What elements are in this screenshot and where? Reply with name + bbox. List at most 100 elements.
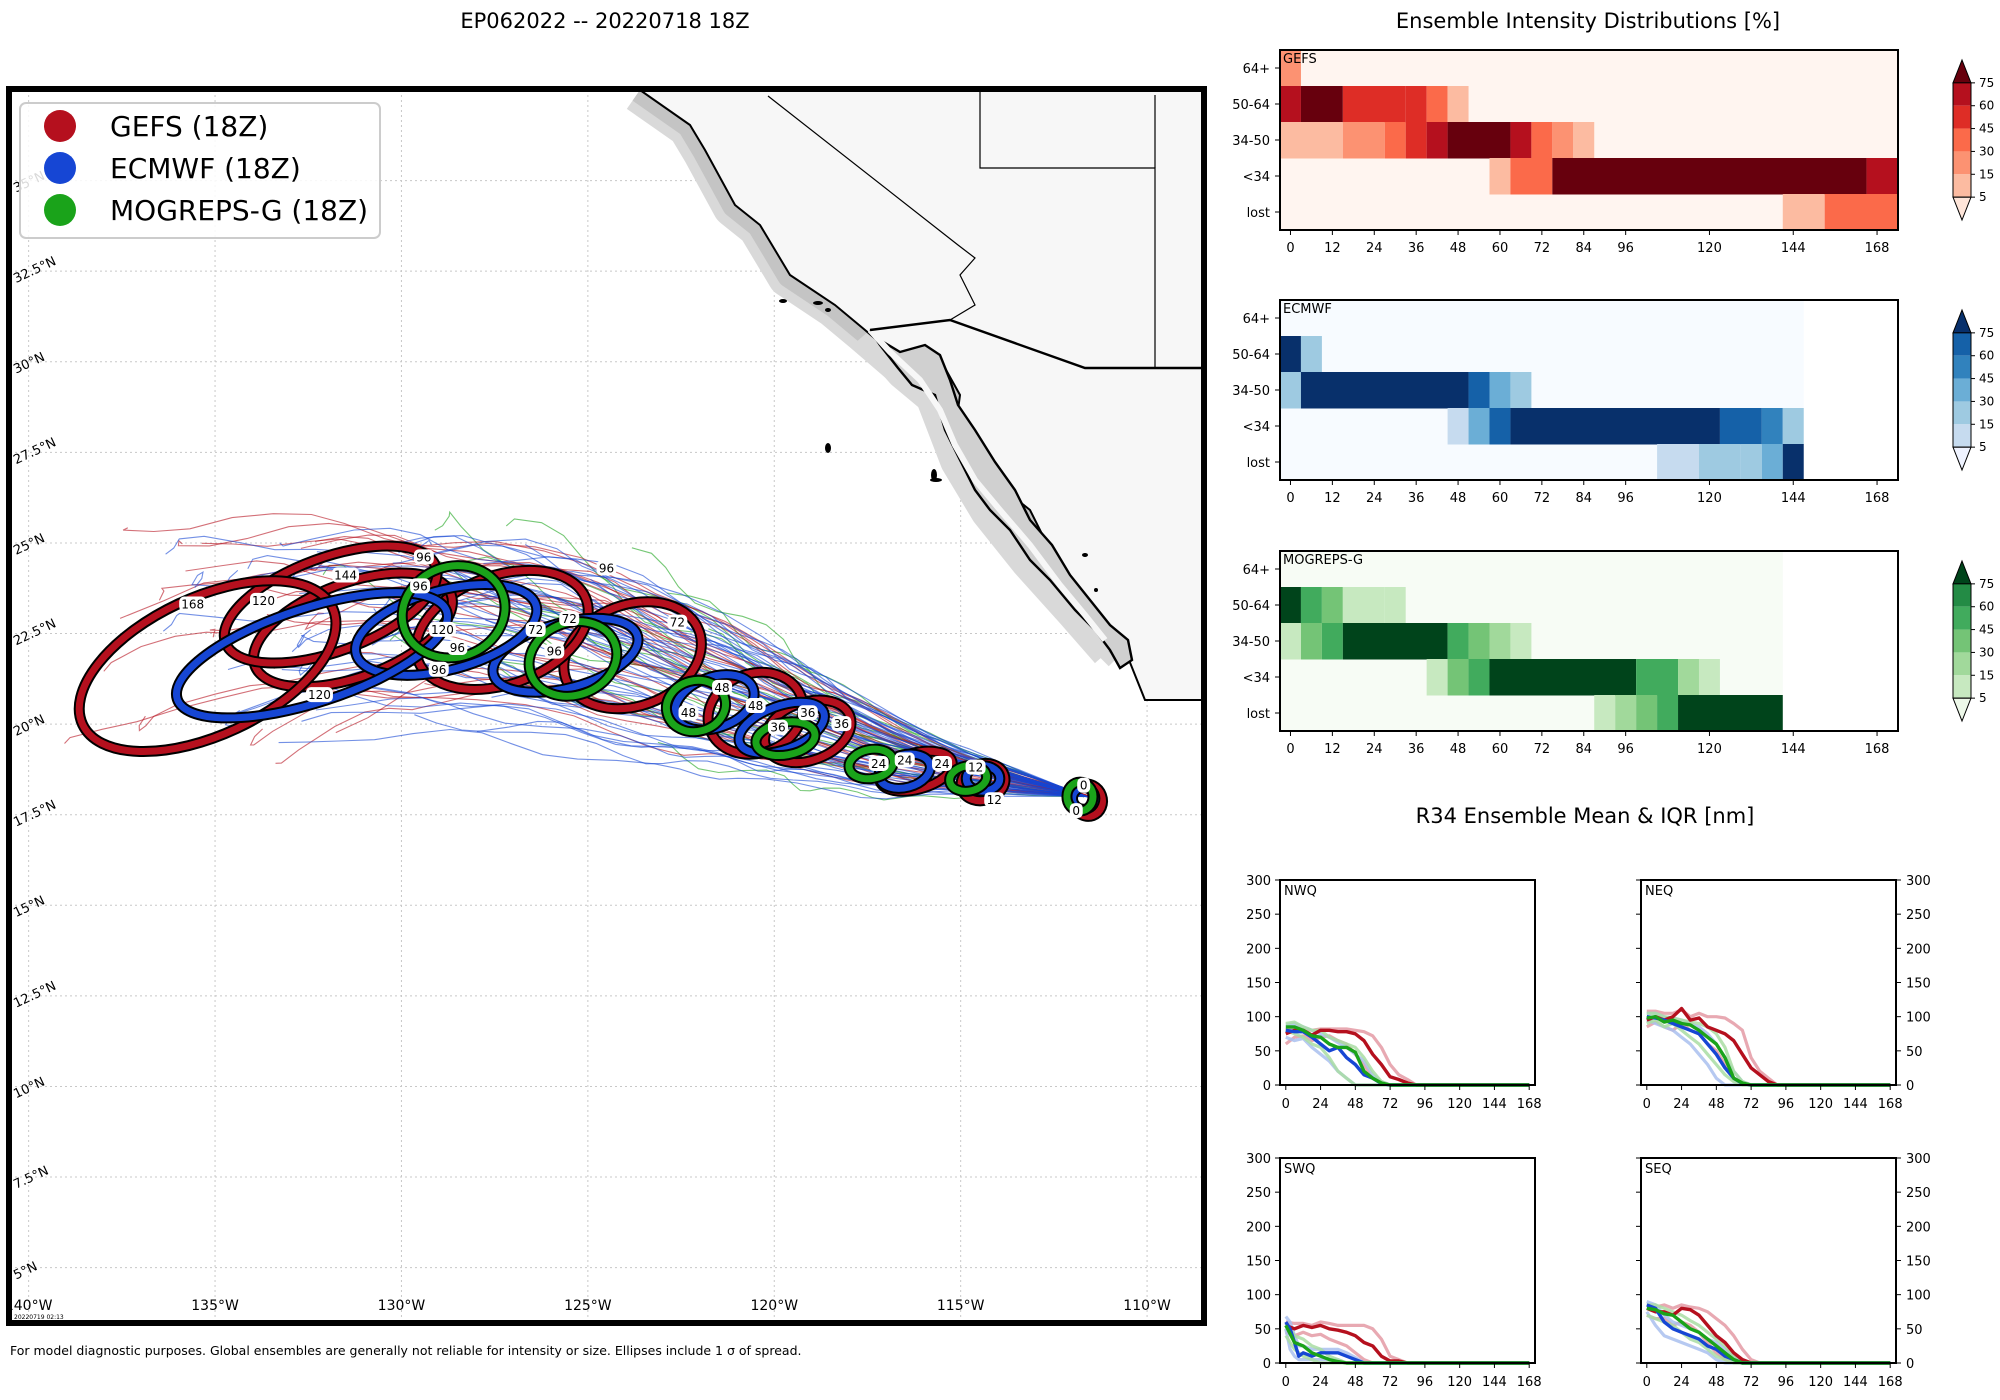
colorbar-segment (1953, 675, 1971, 699)
heatmap-cell (1719, 408, 1762, 445)
footnote: For model diagnostic purposes. Global en… (10, 1343, 801, 1358)
heatmap-row-label: 64+ (1243, 312, 1270, 327)
colorbar-label: 5 (1979, 440, 1987, 454)
heatmap-cell (1384, 122, 1406, 159)
heatmap-cell (1342, 122, 1385, 159)
heatmap-cell (1405, 122, 1427, 159)
colorbar-label: 60 (1979, 349, 1994, 363)
heatmap-cell (1552, 158, 1867, 195)
map-title: EP062022 -- 20220718 18Z (460, 9, 749, 33)
member-track (316, 535, 1088, 798)
state-border-nv-az (979, 90, 1156, 368)
r34-x-label: 144 (1843, 1097, 1868, 1112)
r34-x-label: 24 (1312, 1375, 1329, 1390)
map-frame (6, 86, 1207, 1326)
heatmap-x-label: 48 (1450, 241, 1467, 256)
heatmap-cell (1782, 194, 1825, 231)
heatmap-cell (1678, 659, 1699, 696)
hour-label: 48 (681, 706, 696, 720)
heatmap-row-label: 64+ (1243, 62, 1270, 77)
r34-panel-label: SEQ (1645, 1162, 1672, 1177)
ensemble-ellipses (73, 540, 1109, 822)
heatmap-x-label: 72 (1534, 742, 1551, 757)
hour-label: 96 (431, 663, 446, 677)
legend-marker-gefs (44, 110, 76, 142)
heatmap-row-label: lost (1247, 456, 1270, 471)
r34-x-label: 120 (1447, 1097, 1472, 1112)
hour-label: 0 (1072, 804, 1080, 818)
heatmap-panel-label: GEFS (1283, 52, 1317, 67)
ellipse-gefs (75, 577, 340, 756)
ellipse-labels: 00 12 12 24 24 24 36 36 36 48 48 48 72 72 72 96 96 96 96 96… (179, 549, 1091, 819)
r34-y-label: 100 (1906, 1011, 1931, 1026)
r34-x-label: 96 (1778, 1097, 1795, 1112)
baja-inner (867, 327, 1108, 642)
heatmap-cell (1280, 50, 1301, 87)
heatmap-cell (1280, 587, 1301, 624)
member-track (590, 578, 1088, 798)
r34-y-label: 100 (1906, 1289, 1931, 1304)
r34-x-label: 72 (1382, 1097, 1399, 1112)
colorbar-label: 60 (1979, 99, 1994, 113)
colorbar-cap (1952, 58, 1972, 84)
hour-label-bg (428, 621, 456, 637)
r34-x-label: 144 (1843, 1375, 1868, 1390)
r34-y-label: 200 (1246, 1220, 1271, 1235)
legend-label-mogreps: MOGREPS-G (18Z) (110, 194, 368, 227)
heatmap-x-label: 0 (1286, 491, 1294, 506)
heatmap-cell (1384, 587, 1406, 624)
heatmap-cell (1342, 86, 1406, 123)
legend-label-ecmwf: ECMWF (18Z) (110, 152, 301, 185)
colorbar-frame (1952, 583, 1972, 699)
hour-label-bg (678, 705, 699, 721)
heatmap-x-label: 0 (1286, 241, 1294, 256)
heatmap-cell (1552, 122, 1574, 159)
hour-label: 96 (412, 579, 427, 593)
heatmap-cell (1300, 372, 1469, 409)
hour-label-bg (559, 611, 580, 627)
lon-tick-label: 125°W (564, 1298, 612, 1314)
us-mexico-border (869, 318, 1203, 370)
heatmap-x-label: 36 (1408, 742, 1425, 757)
heatmap-cell (1531, 122, 1553, 159)
hour-label-bg (410, 578, 431, 594)
heatmap-x-label: 168 (1865, 241, 1890, 256)
heatmap-x-label: 60 (1492, 742, 1509, 757)
hour-label-bg (767, 719, 788, 735)
heatmap-x-label: 96 (1617, 241, 1634, 256)
ellipse-ecmwf (352, 580, 541, 679)
hour-label: 24 (897, 753, 912, 767)
hour-label-bg (428, 661, 449, 677)
r34-y-label: 200 (1906, 942, 1931, 957)
heatmap-row-label: 50-64 (1232, 348, 1270, 363)
r34-y-label: 150 (1906, 1255, 1931, 1270)
r34-y-label: 150 (1246, 1255, 1271, 1270)
heatmap-x-label: 96 (1617, 742, 1634, 757)
colorbar-segment (1953, 378, 1971, 402)
r34-y-label: 0 (1263, 1357, 1271, 1372)
r34-plot-bg (1280, 1158, 1535, 1363)
colorbar-segment (1953, 401, 1971, 425)
hour-label-bg (984, 792, 1005, 808)
r34-panel-swq: SWQ 0 50 100 150 200 250 300 0 24 48 72 96 120 144 168 (1246, 1152, 1541, 1390)
heatmap-cell (1280, 372, 1301, 409)
hour-label-bg (525, 621, 546, 637)
r34-y-label: 250 (1246, 908, 1271, 923)
r34-x-label: 0 (1282, 1375, 1290, 1390)
r34-x-label: 0 (1643, 1375, 1651, 1390)
heatmap-cell (1405, 86, 1427, 123)
heatmap-cell (1468, 623, 1490, 660)
heatmap-cell (1782, 444, 1804, 481)
heatmap-cell (1510, 623, 1532, 660)
hour-label: 120 (308, 688, 331, 702)
r34-x-label: 24 (1673, 1097, 1690, 1112)
hour-label: 120 (252, 594, 275, 608)
colorbar-segment (1953, 151, 1971, 175)
heatmap-cell (1510, 408, 1720, 445)
r34-y-label: 250 (1246, 1186, 1271, 1201)
hour-label-bg (1077, 777, 1091, 793)
heatmap-x-label: 120 (1697, 491, 1722, 506)
r34-x-label: 24 (1312, 1097, 1329, 1112)
hour-label-bg (797, 705, 818, 721)
colorbar-label: 75 (1979, 326, 1994, 340)
